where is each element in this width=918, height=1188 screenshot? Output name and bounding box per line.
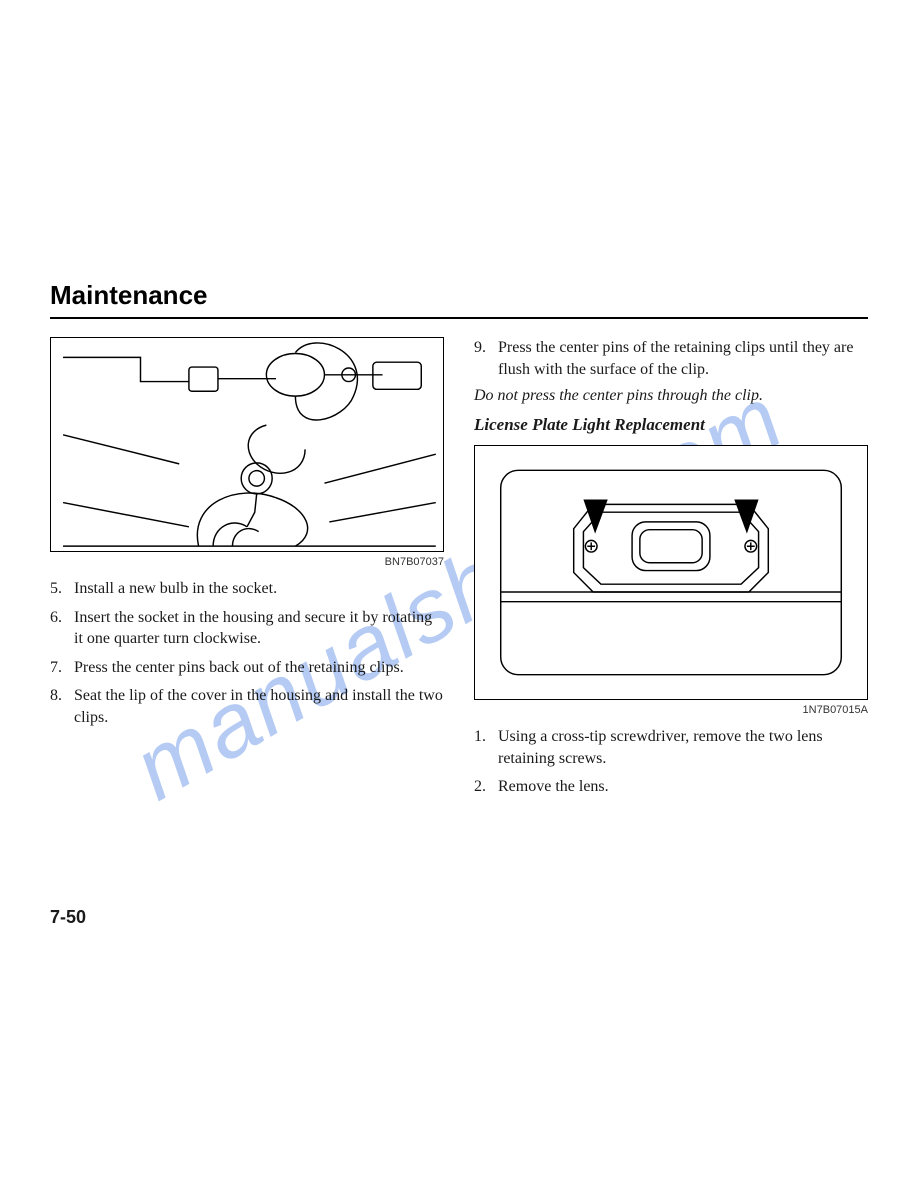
right-column: 9. Press the center pins of the retainin… bbox=[474, 337, 868, 805]
figure-license-plate bbox=[474, 445, 868, 700]
step-number: 7. bbox=[50, 657, 62, 679]
step-number: 8. bbox=[50, 685, 62, 707]
license-plate-illustration bbox=[475, 446, 867, 699]
list-item: 8. Seat the lip of the cover in the hous… bbox=[74, 685, 444, 728]
figure-code-right: 1N7B07015A bbox=[474, 704, 868, 716]
two-column-layout: BN7B07037 5. Install a new bulb in the s… bbox=[50, 337, 868, 805]
step-text: Press the center pins of the retaining c… bbox=[498, 339, 853, 378]
step-number: 5. bbox=[50, 578, 62, 600]
section-heading: Maintenance bbox=[50, 280, 868, 319]
subheading-license-plate: License Plate Light Replacement bbox=[474, 415, 868, 435]
list-item: 1. Using a cross-tip screwdriver, remove… bbox=[498, 726, 868, 769]
right-steps-list: 1. Using a cross-tip screwdriver, remove… bbox=[474, 726, 868, 798]
list-item: 5. Install a new bulb in the socket. bbox=[74, 578, 444, 600]
list-item: 2. Remove the lens. bbox=[498, 776, 868, 798]
step-text: Remove the lens. bbox=[498, 778, 609, 795]
list-item: 7. Press the center pins back out of the… bbox=[74, 657, 444, 679]
step-text: Insert the socket in the housing and sec… bbox=[74, 609, 432, 648]
step-number: 2. bbox=[474, 776, 486, 798]
caution-note: Do not press the center pins through the… bbox=[474, 387, 868, 405]
figure-bulb-install bbox=[50, 337, 444, 552]
step-text: Seat the lip of the cover in the housing… bbox=[74, 687, 443, 726]
step-number: 6. bbox=[50, 607, 62, 629]
step-number: 1. bbox=[474, 726, 486, 748]
list-item: 6. Insert the socket in the housing and … bbox=[74, 607, 444, 650]
step-text: Install a new bulb in the socket. bbox=[74, 580, 277, 597]
step-number: 9. bbox=[474, 337, 486, 359]
list-item: 9. Press the center pins of the retainin… bbox=[498, 337, 868, 380]
step-text: Using a cross-tip screwdriver, remove th… bbox=[498, 728, 823, 767]
page-number: 7-50 bbox=[50, 907, 86, 928]
left-column: BN7B07037 5. Install a new bulb in the s… bbox=[50, 337, 444, 805]
right-step9-list: 9. Press the center pins of the retainin… bbox=[474, 337, 868, 380]
figure-code-left: BN7B07037 bbox=[50, 556, 444, 568]
left-steps-list: 5. Install a new bulb in the socket. 6. … bbox=[50, 578, 444, 729]
step-text: Press the center pins back out of the re… bbox=[74, 659, 404, 676]
page-content: Maintenance bbox=[50, 280, 868, 805]
bulb-install-illustration bbox=[51, 338, 443, 551]
